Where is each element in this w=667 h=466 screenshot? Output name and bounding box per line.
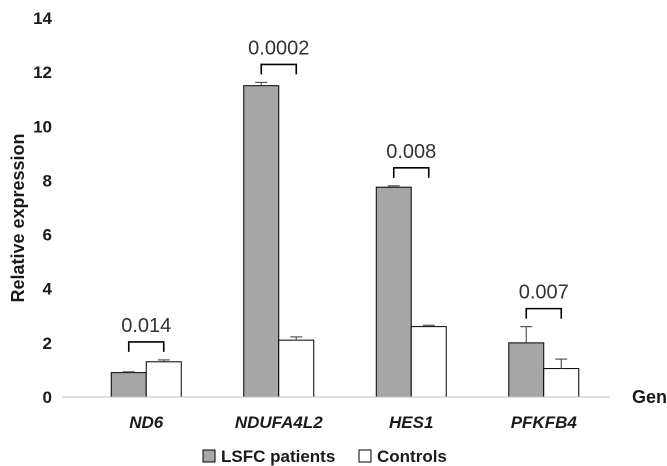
- legend-label-lsfc: LSFC patients: [221, 447, 335, 466]
- bar-lsfc-patients-pfkfb4: [508, 342, 545, 398]
- y-tick-label-2: 2: [43, 334, 52, 353]
- y-tick-label-8: 8: [43, 171, 52, 190]
- bar-lsfc-patients-ndufa4l2: [243, 85, 280, 398]
- y-tick-label-4: 4: [43, 280, 53, 299]
- x-axis: ND6 NDUFA4L2 HES1 PFKFB4: [62, 396, 610, 432]
- bar-controls-ndufa4l2: [278, 339, 315, 398]
- bars-layer: [110, 81, 580, 398]
- significance-bracket-nd6: [127, 341, 165, 352]
- y-tick-label-0: 0: [43, 388, 52, 407]
- y-tick-label-14: 14: [33, 9, 52, 28]
- legend-label-controls: Controls: [377, 447, 447, 466]
- y-axis-title: Relative expression: [8, 133, 28, 302]
- bar-lsfc-patients-hes1: [375, 186, 412, 398]
- p-value-label-nd6: 0.014: [121, 315, 171, 337]
- bar-controls-pfkfb4: [543, 368, 580, 398]
- x-tick-label-pfkfb4: PFKFB4: [511, 413, 578, 432]
- p-value-label-ndufa4l2: 0.0002: [248, 37, 309, 59]
- significance-bracket-ndufa4l2: [260, 63, 298, 75]
- bar-lsfc-patients-nd6: [110, 372, 147, 398]
- legend-swatch-controls: [358, 449, 372, 463]
- bar-controls-nd6: [145, 361, 182, 398]
- p-value-annotations: 0.014 0.0002 0.008 0.007: [121, 37, 569, 352]
- y-tick-label-10: 10: [33, 117, 52, 136]
- p-value-label-hes1: 0.008: [386, 141, 436, 163]
- y-tick-label-6: 6: [43, 226, 52, 245]
- y-axis: 0 2 4 6 8 10 12 14: [33, 9, 52, 407]
- x-tick-label-nd6: ND6: [129, 413, 164, 432]
- significance-bracket-pfkfb4: [525, 307, 563, 319]
- y-tick-label-12: 12: [33, 63, 52, 82]
- legend-swatch-lsfc: [202, 449, 216, 463]
- p-value-label-pfkfb4: 0.007: [519, 282, 569, 304]
- significance-bracket-hes1: [392, 167, 430, 178]
- bar-controls-hes1: [410, 326, 447, 398]
- legend: LSFC patients Controls: [202, 447, 447, 466]
- x-tick-label-hes1: HES1: [389, 413, 433, 432]
- x-axis-title: Genes: [632, 387, 667, 407]
- x-tick-label-ndufa4l2: NDUFA4L2: [235, 413, 323, 432]
